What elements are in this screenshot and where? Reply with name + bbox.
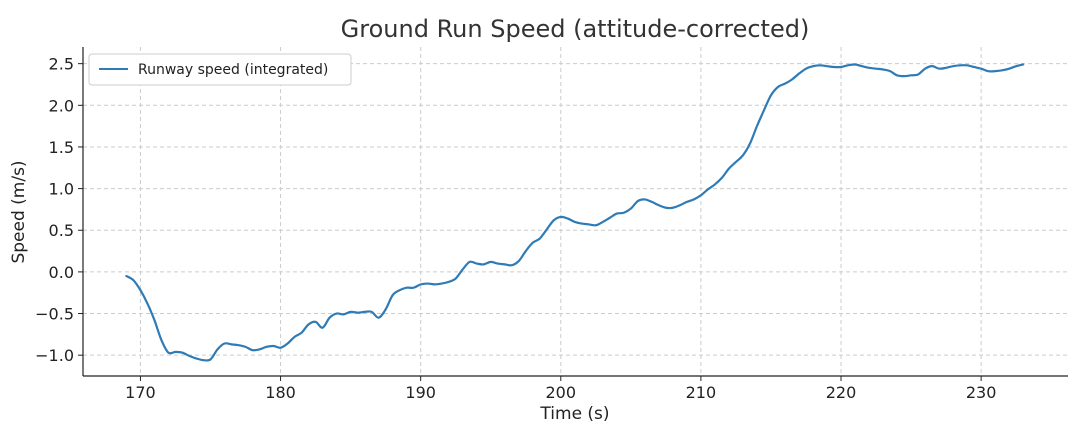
x-tick-label: 190 xyxy=(405,383,436,402)
x-axis-label: Time (s) xyxy=(539,404,609,424)
y-axis-label: Speed (m/s) xyxy=(9,160,29,263)
axes xyxy=(82,47,1068,377)
y-tick-label: 0.5 xyxy=(49,221,74,240)
x-tick-label: 210 xyxy=(686,383,717,402)
series-layer xyxy=(125,63,1025,362)
y-tick-label: −1.0 xyxy=(35,346,74,365)
y-tick-label: 2.0 xyxy=(49,96,74,115)
y-tick-label: 1.0 xyxy=(49,180,74,199)
x-tick-label: 200 xyxy=(546,383,577,402)
legend-entry: Runway speed (integrated) xyxy=(138,62,328,78)
y-tick-label: 1.5 xyxy=(49,138,74,157)
tick-marks: 170 180 190 200 210 220 230 −1.0 −0.5 0.0 0.5 1.0 1.… xyxy=(35,55,996,402)
grid-lines xyxy=(83,47,1068,376)
y-tick-label: 2.5 xyxy=(49,55,74,74)
x-tick-label: 220 xyxy=(826,383,857,402)
chart-title: Ground Run Speed (attitude-corrected) xyxy=(341,15,810,43)
y-tick-label: 0.0 xyxy=(49,263,74,282)
x-tick-label: 170 xyxy=(125,383,156,402)
legend: Runway speed (integrated) xyxy=(88,53,352,86)
legend-box xyxy=(88,53,352,86)
x-tick-label: 180 xyxy=(265,383,296,402)
series-line xyxy=(125,63,1025,362)
x-tick-label: 230 xyxy=(966,383,997,402)
y-tick-label: −0.5 xyxy=(35,305,74,324)
